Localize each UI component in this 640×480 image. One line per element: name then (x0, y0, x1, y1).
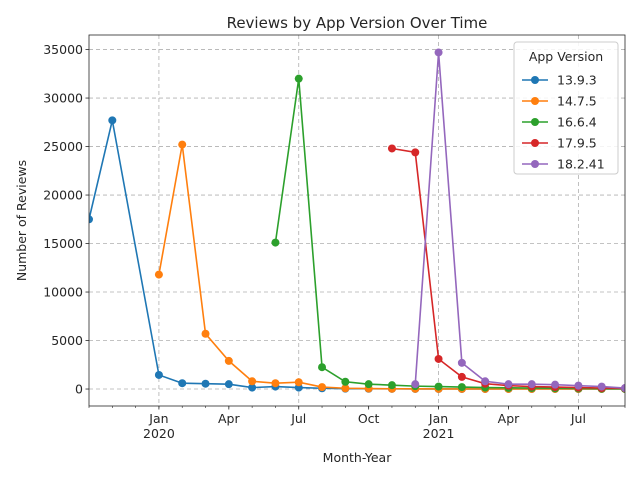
data-point (527, 380, 536, 389)
legend-label: 18.2.41 (557, 157, 605, 172)
x-tick-label: Apr (498, 411, 520, 426)
data-point (318, 383, 327, 392)
x-tick-year-label: 2021 (423, 426, 455, 441)
y-tick-label: 30000 (43, 91, 83, 106)
data-point (364, 380, 373, 389)
data-point (108, 116, 117, 125)
legend-entries: 13.9.3 14.7.5 16.6.4 17.9.5 18.2.41 (522, 73, 605, 172)
data-point (387, 144, 396, 153)
y-tick-label: 5000 (51, 333, 83, 348)
legend-box (513, 41, 619, 175)
data-point (341, 384, 350, 393)
x-tick-label: Jan (428, 411, 448, 426)
legend-label: 14.7.5 (557, 94, 597, 109)
series-lines (89, 48, 625, 393)
legend-marker (531, 76, 539, 84)
legend-marker (531, 160, 539, 168)
legend: App Version 13.9.3 14.7.5 16.6.4 17.9.5 18.2… (513, 41, 619, 175)
data-point (248, 377, 257, 386)
y-tick-label: 20000 (43, 188, 83, 203)
x-tick-year-label: 2020 (143, 426, 175, 441)
y-tick-label: 0 (75, 382, 83, 397)
data-point (294, 74, 303, 83)
series-line (274, 78, 625, 390)
x-tick-label: Jul (290, 411, 306, 426)
x-tick-label: Apr (218, 411, 240, 426)
data-point (457, 383, 466, 392)
legend-marker (531, 118, 539, 126)
y-tick-label: 10000 (43, 285, 83, 300)
data-point (434, 382, 443, 391)
y-axis: 0 5000 10000 15000 20000 25000 30000 35000 (43, 42, 89, 397)
data-point (271, 238, 280, 247)
data-point (574, 381, 583, 390)
x-tick-label: Jul (570, 411, 586, 426)
data-point (154, 370, 163, 379)
data-point (201, 379, 210, 388)
data-point (224, 380, 233, 389)
data-point (387, 381, 396, 390)
legend-marker (531, 139, 539, 147)
data-point (411, 148, 420, 157)
data-point (341, 377, 350, 386)
legend-label: 13.9.3 (557, 73, 597, 88)
data-point (504, 380, 513, 389)
series-line (158, 144, 625, 390)
data-point (457, 358, 466, 367)
data-point (481, 377, 490, 386)
legend-marker (531, 97, 539, 105)
data-point (434, 354, 443, 363)
data-point (318, 363, 327, 372)
data-point (551, 380, 560, 389)
data-point (597, 382, 606, 391)
y-tick-label: 15000 (43, 236, 83, 251)
series-14.7.5 (154, 140, 625, 393)
grid-lines (89, 35, 625, 406)
y-tick-label: 25000 (43, 139, 83, 154)
x-tick-label: Jan (148, 411, 168, 426)
data-point (457, 372, 466, 381)
plot-frame (88, 34, 626, 407)
y-tick-label: 35000 (43, 42, 83, 57)
y-axis-label: Number of Reviews (14, 160, 29, 281)
legend-label: 17.9.5 (557, 136, 597, 151)
chart-title: Reviews by App Version Over Time (227, 14, 488, 32)
data-point (178, 379, 187, 388)
data-point (201, 329, 210, 338)
legend-title: App Version (529, 49, 603, 64)
series-line (414, 52, 625, 389)
data-point (621, 384, 625, 393)
series-line (391, 147, 625, 390)
data-point (89, 215, 93, 224)
data-point (154, 270, 163, 279)
data-point (224, 356, 233, 365)
series-18.2.41 (411, 48, 625, 393)
x-axis-label: Month-Year (323, 450, 393, 465)
data-point (271, 379, 280, 388)
x-tick-label: Oct (358, 411, 380, 426)
data-point (411, 380, 420, 389)
data-point (178, 140, 187, 149)
data-point (294, 378, 303, 387)
data-point (434, 48, 443, 57)
data-point (248, 383, 257, 392)
legend-label: 16.6.4 (557, 115, 597, 130)
